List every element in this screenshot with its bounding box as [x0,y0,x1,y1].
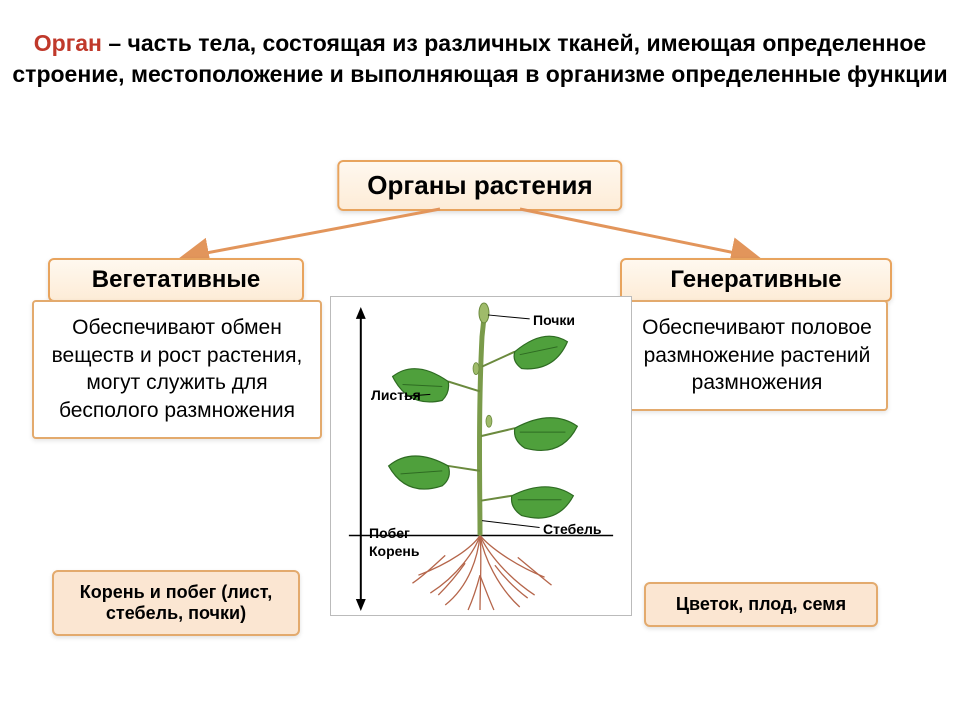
vegetative-desc: Обеспечивают обмен веществ и рост растен… [32,300,322,439]
label-leaves: Листья [371,387,421,403]
definition-text: Орган – часть тела, состоящая из различн… [0,28,960,90]
vegetative-examples: Корень и побег (лист, стебель, почки) [52,570,300,636]
plant-svg [331,297,631,615]
generative-desc: Обеспечивают половое размножение растени… [626,300,888,411]
generative-header: Генеративные [620,258,892,302]
plant-diagram: Почки Листья Стебель Побег Корень [330,296,632,616]
root-node: Органы растения [337,160,622,211]
term-rest: часть тела, состоящая из различных ткане… [12,30,947,87]
generative-examples: Цветок, плод, семя [644,582,878,627]
connector-lines [0,205,960,265]
label-buds: Почки [533,312,575,328]
label-stem: Стебель [543,521,602,537]
term-dash: – [102,30,128,56]
vegetative-header: Вегетативные [48,258,304,302]
term-word: Орган [34,30,102,56]
label-root: Корень [369,543,420,559]
label-shoot: Побег [369,525,410,541]
